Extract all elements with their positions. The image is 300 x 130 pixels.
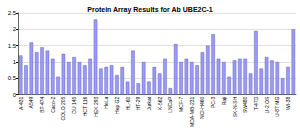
svg-text:Hep G2: Hep G2 [114, 97, 120, 114]
svg-text:U-2 OS: U-2 OS [264, 96, 270, 113]
svg-text:1.5: 1.5 [8, 43, 17, 49]
svg-text:HL-60: HL-60 [125, 97, 131, 111]
svg-text:2.5: 2.5 [8, 10, 17, 16]
svg-text:DU 145: DU 145 [71, 96, 77, 113]
svg-text:HCT 116: HCT 116 [82, 96, 88, 116]
svg-text:Caco-2: Caco-2 [50, 97, 56, 113]
svg-text:LNCaP: LNCaP [167, 96, 173, 113]
svg-text:T-47D: T-47D [253, 96, 259, 110]
svg-text:SW480: SW480 [242, 97, 248, 114]
svg-text:U-87 MG: U-87 MG [274, 97, 280, 117]
svg-text:Jurkat: Jurkat [146, 96, 152, 110]
svg-text:Raji: Raji [221, 97, 227, 106]
svg-text:Protein Array Results for Ab U: Protein Array Results for Ab UBE2C-1 [87, 6, 213, 14]
svg-text:MDA-MB-231: MDA-MB-231 [189, 97, 195, 128]
svg-text:1: 1 [13, 59, 17, 65]
svg-text:0.5: 0.5 [8, 75, 17, 81]
svg-text:HT-29: HT-29 [135, 97, 141, 111]
svg-text:HeLa: HeLa [103, 96, 109, 108]
svg-text:MCF-7: MCF-7 [178, 97, 184, 112]
svg-text:COLO 205: COLO 205 [60, 97, 66, 121]
svg-text:A549: A549 [28, 97, 34, 109]
svg-text:NCI-H460: NCI-H460 [199, 97, 205, 119]
svg-text:HEK 293: HEK 293 [93, 97, 99, 117]
svg-text:BT-474: BT-474 [39, 97, 45, 113]
svg-text:PC-3: PC-3 [210, 97, 216, 109]
svg-text:A-431: A-431 [18, 96, 24, 110]
svg-text:K-562: K-562 [157, 96, 163, 110]
svg-text:0: 0 [13, 92, 17, 98]
svg-text:WI-38: WI-38 [285, 97, 291, 111]
svg-text:2: 2 [13, 26, 17, 32]
svg-text:SK-N-SH: SK-N-SH [232, 96, 238, 117]
